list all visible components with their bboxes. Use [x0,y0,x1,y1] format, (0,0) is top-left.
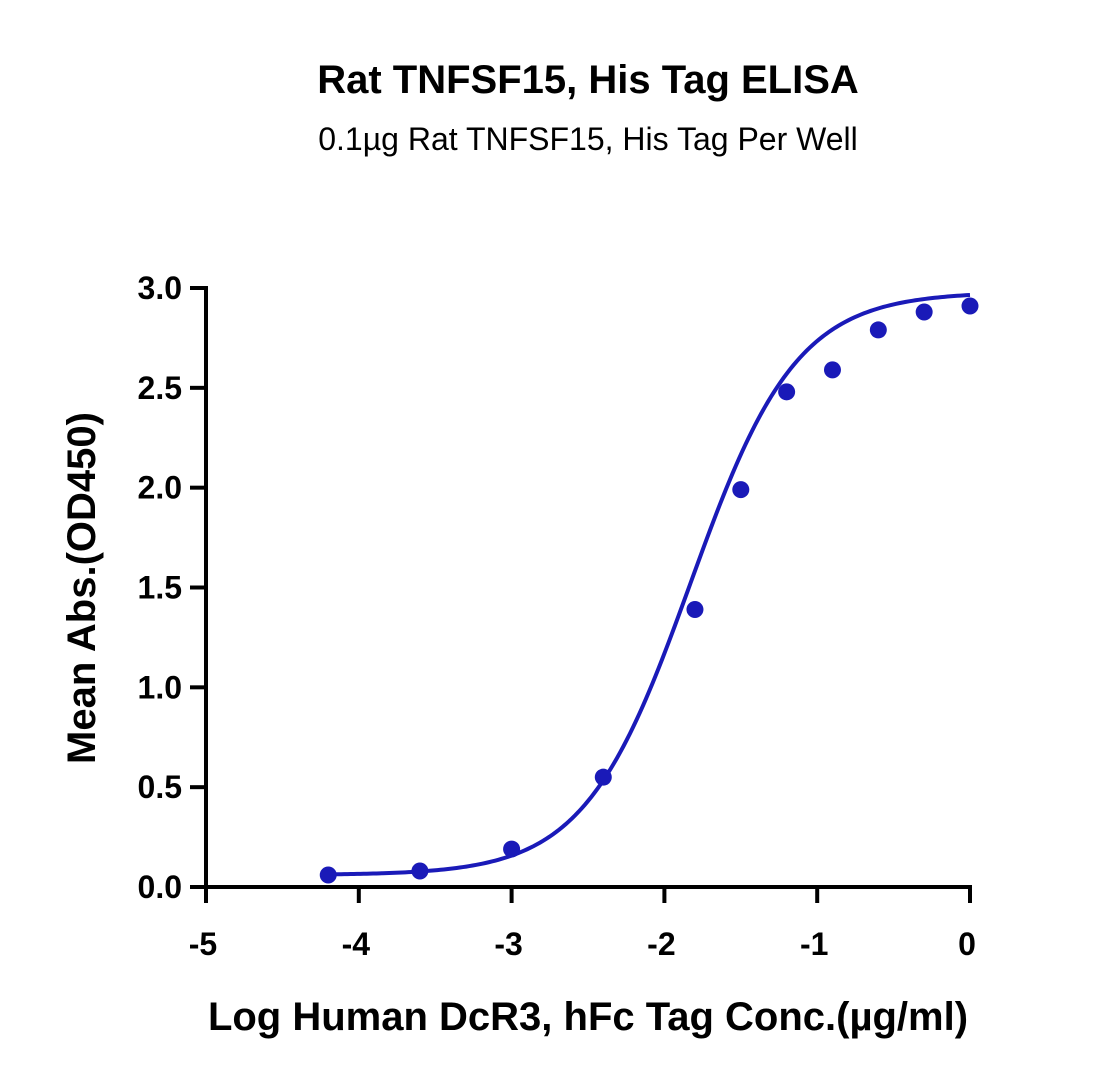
x-tick-label: -2 [647,926,675,962]
chart-title: Rat TNFSF15, His Tag ELISA [317,58,859,102]
plot-area: 0.0 0.5 1.0 1.5 2.0 2.5 3.0 -5 -4 -3 -2 -1 0 [138,270,979,962]
data-point [411,862,429,880]
data-point [915,303,933,321]
y-axis-label: Mean Abs.(OD450) [60,412,104,764]
fit-curve [328,292,971,877]
data-point [778,383,796,401]
y-tick-label: 2.0 [138,470,182,506]
y-tick-label: 0.5 [138,769,182,805]
data-point [594,768,612,786]
x-tick-label: -1 [800,926,828,962]
data-point [961,297,979,315]
data-points [319,297,979,884]
x-axis-ticks: -5 -4 -3 -2 -1 0 [189,887,976,962]
y-tick-label: 2.5 [138,370,182,406]
data-point [503,840,521,858]
x-tick-label: 0 [958,926,976,962]
data-point [823,361,841,379]
y-tick-label: 1.0 [138,669,182,705]
data-point [686,600,704,618]
x-tick-label: -5 [189,926,217,962]
data-point [319,866,337,884]
data-point [869,321,887,339]
data-point [732,481,750,499]
y-tick-label: 3.0 [138,270,182,306]
x-axis-label: Log Human DcR3, hFc Tag Conc.(µg/ml) [208,995,968,1039]
x-tick-label: -4 [342,926,371,962]
chart-subtitle: 0.1µg Rat TNFSF15, His Tag Per Well [318,121,858,157]
y-axis-ticks: 0.0 0.5 1.0 1.5 2.0 2.5 3.0 [138,270,206,905]
x-tick-label: -3 [494,926,522,962]
y-tick-label: 0.0 [138,869,182,905]
y-tick-label: 1.5 [138,570,182,606]
